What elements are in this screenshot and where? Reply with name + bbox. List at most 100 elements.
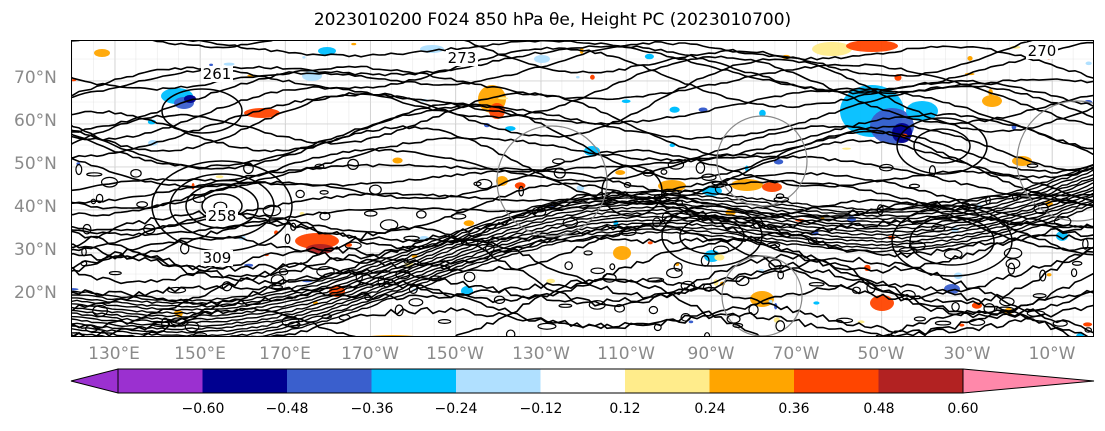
lat-label-60n: 60°N [14, 111, 57, 131]
small-contour [614, 303, 626, 313]
small-contour [673, 262, 683, 272]
small-contour [403, 258, 409, 264]
small-contour [179, 242, 190, 255]
contour-line [72, 174, 1093, 312]
small-contour [951, 301, 960, 312]
small-contour [473, 181, 482, 187]
small-contour [619, 228, 637, 237]
contour-line [72, 45, 1093, 99]
small-contour [1011, 193, 1019, 201]
lon-label-50w: 50°W [857, 344, 905, 364]
colorbar-tick: 0.60 [947, 401, 979, 417]
contour-line [72, 179, 1093, 318]
closed-contour [185, 183, 259, 229]
small-contour [314, 163, 325, 170]
anomaly-shading [534, 55, 550, 63]
contour-map: 273 261 309 258 270 [72, 41, 1093, 336]
contour-label: 270 [1028, 42, 1057, 60]
colorbar-tick: −0.12 [519, 401, 563, 417]
small-contour [347, 158, 360, 170]
small-contour [1052, 320, 1068, 327]
small-contour [429, 275, 442, 280]
anomaly-shading [621, 99, 631, 103]
small-contour [460, 239, 479, 246]
colorbar-tick: 0.12 [609, 401, 641, 417]
small-contour [985, 195, 991, 205]
contour-line [72, 186, 1093, 325]
anomaly-shading [244, 108, 280, 118]
small-contour [221, 281, 233, 292]
small-contour [961, 202, 971, 211]
anomaly-shading [72, 288, 79, 291]
contour-line [72, 41, 1093, 91]
small-contour [999, 297, 1015, 307]
small-contour [835, 317, 854, 324]
lon-label-150w: 150°W [426, 344, 484, 364]
contour-line [72, 177, 1093, 315]
small-contour [735, 275, 750, 287]
small-contour [95, 193, 104, 204]
map-panel: 273 261 309 258 270 [71, 40, 1094, 337]
small-contour [714, 183, 733, 196]
anomaly-shading [1085, 61, 1092, 66]
small-contour [82, 223, 92, 235]
small-contour [1039, 269, 1047, 282]
small-contour [505, 329, 516, 336]
small-contour [382, 280, 390, 288]
closed-contour [661, 205, 763, 267]
small-contour [493, 295, 506, 305]
colorbar-tick: 0.24 [694, 401, 726, 417]
small-contour [609, 263, 616, 271]
small-contour [732, 322, 744, 328]
small-contour [81, 247, 87, 257]
anomaly-shading [613, 246, 631, 260]
small-contour [995, 306, 1015, 312]
lon-label-130w: 130°W [512, 344, 570, 364]
small-contour [287, 321, 301, 329]
anomaly-shading [768, 299, 773, 304]
anomaly-shading [644, 53, 654, 60]
contour-label: 258 [208, 207, 237, 225]
lon-label-90w: 90°W [687, 344, 735, 364]
anomaly-shading [959, 323, 965, 327]
contour-label-bg [201, 250, 233, 266]
small-contour [564, 261, 573, 271]
anomaly-shading [842, 147, 852, 150]
anomaly-shading [223, 62, 235, 66]
small-contour [484, 243, 495, 254]
small-contour [879, 163, 894, 172]
small-contour [623, 181, 632, 188]
small-contour [898, 247, 918, 255]
small-contour [170, 317, 187, 326]
anomaly-shading [318, 47, 336, 55]
colorbar-segment [287, 369, 372, 393]
small-contour [667, 159, 685, 170]
small-contour [403, 235, 420, 241]
small-contour [913, 316, 926, 322]
anomaly-shading [546, 278, 556, 284]
small-contour [931, 223, 946, 233]
colorbar-tick: −0.48 [265, 401, 309, 417]
contour-line [72, 85, 1093, 169]
anomaly-shading [351, 42, 357, 46]
contour-line [72, 166, 1093, 305]
anomaly-shading [688, 320, 694, 324]
small-contour [86, 172, 103, 177]
lat-label-70n: 70°N [14, 68, 57, 88]
contour-line [72, 58, 1093, 153]
small-contour [537, 322, 557, 330]
contour-line [72, 238, 1093, 330]
small-contour [408, 284, 418, 295]
colorbar-segment [371, 369, 456, 393]
small-contour [701, 173, 717, 181]
small-contour [702, 283, 713, 292]
contour-label-bg [206, 208, 238, 224]
small-contour [562, 217, 579, 228]
small-contour [100, 176, 119, 188]
anomaly-shading [762, 182, 782, 192]
contour-label: 309 [203, 249, 232, 267]
small-contour [1084, 327, 1093, 333]
anomaly-shading [731, 179, 763, 191]
colorbar-tick: −0.60 [181, 401, 225, 417]
grey-contour [1016, 100, 1093, 222]
